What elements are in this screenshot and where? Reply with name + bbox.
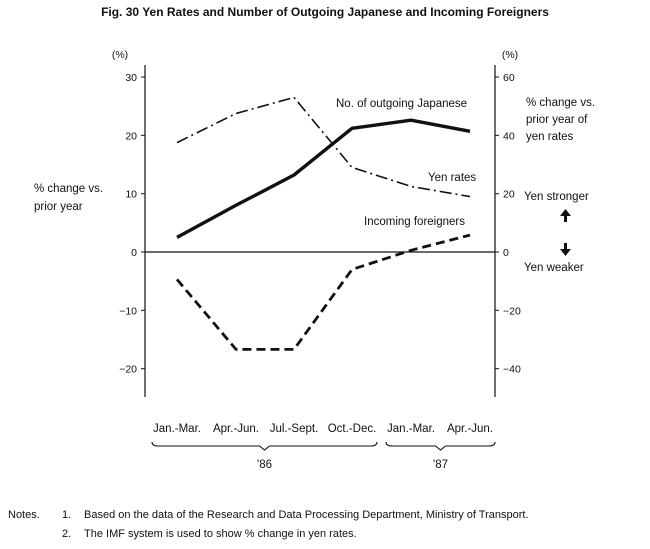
right-tick-label: −20: [503, 305, 521, 317]
yen-stronger-label: Yen stronger: [524, 191, 589, 203]
left-tick-label: 0: [131, 247, 137, 259]
x-category-label: Apr.-Jun.: [447, 423, 493, 435]
left-axis-unit: (%): [112, 49, 128, 61]
x-category-label: Jul.-Sept.: [270, 423, 319, 435]
left-axis-ticks: 30 20 10 0 −10 −20: [119, 72, 145, 376]
x-category-label: Jan.-Mar.: [387, 423, 435, 435]
year-bracket-0: [151, 441, 378, 451]
right-tick-label: 0: [503, 247, 509, 259]
note-text-2: The IMF system is used to show % change …: [84, 528, 357, 540]
left-tick-label: −20: [119, 364, 137, 376]
series-lines: [175, 96, 471, 351]
note-row-1: Notes. 1. Based on the data of the Resea…: [8, 506, 529, 525]
x-category-label: Oct.-Dec.: [328, 423, 377, 435]
yen-weaker-label: Yen weaker: [524, 262, 584, 274]
notes: Notes. 1. Based on the data of the Resea…: [8, 506, 529, 544]
arrow-down-icon: [560, 243, 571, 256]
year-groups: '86 '87: [151, 441, 496, 471]
series-line-1: [176, 96, 471, 198]
x-category-labels: Jan.-Mar. Apr.-Jun. Jul.-Sept. Oct.-Dec. Jan…: [153, 423, 493, 435]
year-bracket-1: [385, 441, 496, 451]
series-label-yen-rates: Yen rates: [428, 172, 476, 184]
right-tick-label: 60: [503, 72, 515, 84]
arrow-up-icon: [560, 209, 571, 222]
note-text-1: Based on the data of the Research and Da…: [84, 509, 529, 521]
right-axis-label-line-1: % change vs.: [526, 97, 595, 109]
series-line-0: [176, 118, 471, 239]
notes-heading: Notes.: [8, 509, 40, 521]
note-row-2: 2. The IMF system is used to show % chan…: [8, 525, 529, 544]
right-tick-label: −40: [503, 364, 521, 376]
right-axis-ticks: 60 40 20 0 −20 −40: [495, 72, 521, 376]
year-label: '86: [257, 459, 272, 471]
note-number-1: 1.: [62, 509, 72, 521]
left-tick-label: 10: [125, 189, 137, 201]
right-tick-label: 40: [503, 130, 515, 142]
year-label: '87: [433, 459, 448, 471]
series-label-incoming-foreigners: Incoming foreigners: [364, 216, 465, 228]
left-tick-label: −10: [119, 305, 137, 317]
x-category-label: Jan.-Mar.: [153, 423, 201, 435]
series-line-2: [175, 233, 471, 351]
left-axis-label-line-2: prior year: [34, 201, 83, 213]
left-tick-label: 30: [125, 72, 137, 84]
left-axis-label-line-1: % change vs.: [34, 183, 103, 195]
left-tick-label: 20: [125, 130, 137, 142]
axes: [144, 65, 496, 397]
right-axis-unit: (%): [502, 49, 518, 61]
note-number-2: 2.: [62, 528, 72, 540]
right-axis-label-line-2: prior year of: [526, 114, 588, 126]
chart-title: Fig. 30 Yen Rates and Number of Outgoing…: [101, 5, 549, 19]
right-axis-label-line-3: yen rates: [526, 131, 574, 143]
series-label-outgoing-japanese: No. of outgoing Japanese: [336, 98, 467, 110]
right-tick-label: 20: [503, 189, 515, 201]
x-category-label: Apr.-Jun.: [213, 423, 259, 435]
